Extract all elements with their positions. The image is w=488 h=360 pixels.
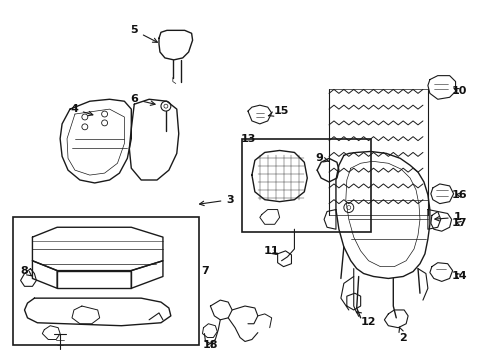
Text: 16: 16 — [451, 190, 467, 200]
Text: 2: 2 — [398, 327, 406, 342]
Bar — [242, 139, 370, 232]
Text: 17: 17 — [451, 218, 467, 228]
Text: 8: 8 — [20, 266, 32, 276]
Text: 1: 1 — [434, 212, 461, 222]
Text: 15: 15 — [268, 106, 289, 116]
Bar — [13, 217, 198, 345]
Text: 5: 5 — [130, 25, 157, 42]
Text: 14: 14 — [451, 271, 467, 282]
Text: 13: 13 — [240, 134, 255, 144]
Text: 4: 4 — [70, 104, 93, 116]
Text: 12: 12 — [356, 312, 376, 327]
Text: 18: 18 — [202, 341, 218, 350]
Text: 7: 7 — [201, 266, 209, 276]
Text: 3: 3 — [199, 195, 233, 206]
Text: 11: 11 — [264, 246, 279, 256]
Text: 10: 10 — [451, 86, 466, 96]
Text: 9: 9 — [315, 153, 328, 163]
Text: 6: 6 — [130, 94, 155, 105]
